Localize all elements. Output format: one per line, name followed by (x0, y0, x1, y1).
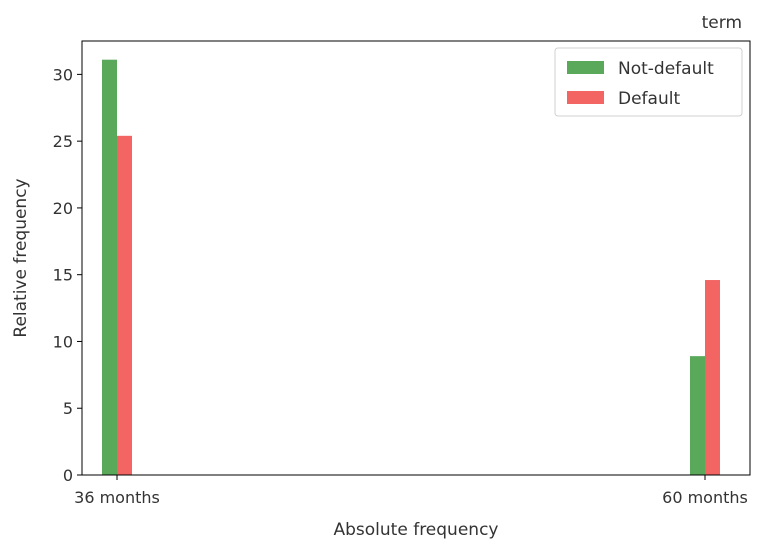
y-tick-label: 25 (53, 132, 73, 151)
chart-title: term (702, 13, 742, 33)
legend: Not-default Default (554, 47, 743, 117)
legend-swatch-default (567, 91, 604, 104)
bar-default-36-months (117, 135, 132, 475)
y-tick-label: 0 (63, 466, 73, 485)
y-axis: 0 5 10 15 20 25 30 (53, 65, 82, 485)
plot-frame (81, 40, 751, 476)
y-tick-label: 20 (53, 199, 73, 218)
x-axis-label: Absolute frequency (334, 520, 499, 540)
y-tick-label: 10 (53, 332, 73, 351)
legend-label-default: Default (618, 89, 680, 109)
y-tick-label: 15 (53, 266, 73, 285)
bar-not-default-36-months (102, 59, 117, 476)
x-tick-label: 36 months (74, 488, 160, 507)
bars (102, 59, 720, 476)
y-tick-label: 5 (63, 399, 73, 418)
x-tick-label: 60 months (662, 488, 748, 507)
y-tick-label: 30 (53, 65, 73, 84)
y-axis-label: Relative frequency (11, 178, 31, 337)
legend-label-not-default: Not-default (618, 59, 714, 79)
bar-default-60-months (705, 280, 720, 475)
legend-swatch-not-default (567, 61, 604, 74)
x-axis: 36 months 60 months (74, 475, 748, 507)
bar-not-default-60-months (690, 356, 705, 475)
